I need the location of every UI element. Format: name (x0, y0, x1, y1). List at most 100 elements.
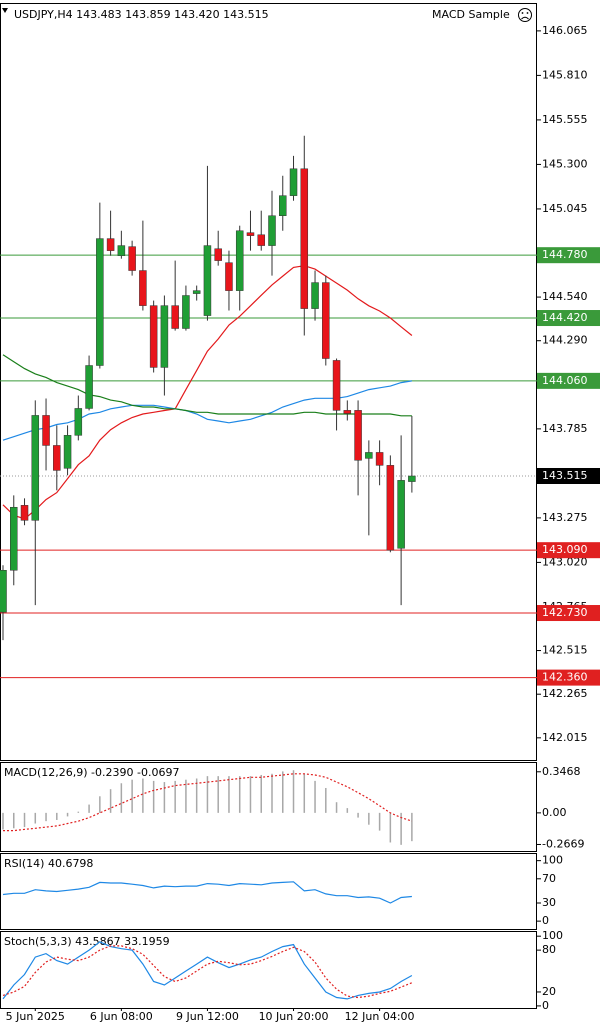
candle-body (31, 415, 40, 521)
candle-body (117, 245, 126, 256)
candle-body (300, 168, 309, 309)
macd-bar (271, 773, 273, 813)
macd-bar (389, 812, 392, 843)
macd-bar (120, 783, 123, 813)
indicator-line (2, 380, 412, 441)
y-tick-label: 0 (542, 914, 549, 927)
macd-bar (131, 779, 133, 813)
macd-bar (13, 812, 15, 829)
y-tick-label: 144.540 (542, 290, 588, 303)
candle-body (63, 435, 72, 469)
candle-body (289, 168, 298, 196)
x-tick-label: 9 Jun 12:00 (176, 1010, 239, 1023)
macd-bar (282, 771, 284, 813)
x-tick-label: 10 Jun 20:00 (259, 1010, 329, 1023)
y-tick-label: 145.300 (542, 157, 588, 170)
y-tick-label: 142.015 (542, 731, 588, 744)
signal-line (3, 773, 413, 832)
indicator-line (2, 354, 412, 417)
face-icon (518, 8, 532, 22)
candle-body (375, 452, 384, 466)
macd-bar (77, 811, 80, 813)
candle-body (332, 360, 341, 411)
level-label: 142.730 (542, 606, 588, 619)
y-tick-label: 143.275 (542, 511, 588, 524)
y-tick-label: 145.555 (542, 113, 588, 126)
macd-bar (34, 812, 37, 824)
y-tick-label: 143.785 (542, 422, 588, 435)
y-tick-label: -0.2669 (542, 837, 584, 850)
y-tick-label: 30 (542, 896, 556, 909)
candle-body (96, 238, 104, 366)
y-tick-label: 142.515 (542, 644, 588, 657)
stoch-panel (0, 931, 537, 1009)
macd-bar (249, 776, 252, 813)
candle-body (408, 475, 416, 482)
expert-name[interactable]: MACD Sample (432, 8, 510, 21)
y-tick-label: 143.020 (542, 555, 588, 568)
expert-face[interactable] (518, 8, 532, 22)
macd-bar (23, 812, 26, 828)
indicator-line (2, 265, 413, 520)
candle-body (354, 410, 362, 461)
macd-bar (195, 778, 198, 813)
macd-bar (411, 812, 413, 842)
y-tick-label: 144.290 (542, 334, 588, 347)
candle-body (171, 305, 179, 329)
indicator-line (2, 881, 412, 904)
candle-body (257, 234, 265, 246)
macd-bar (2, 812, 4, 830)
macd-bar (325, 787, 327, 813)
level-label-box (537, 467, 600, 484)
level-label-box (537, 310, 600, 327)
y-tick-label: 70 (542, 872, 556, 885)
level-label: 143.090 (542, 543, 588, 556)
y-tick-label: 100 (542, 929, 563, 942)
macd-bar (368, 812, 370, 825)
y-tick-label: 146.065 (542, 24, 588, 37)
panel-title: MACD(12,26,9) -0.2390 -0.0697 (4, 766, 179, 779)
level-label: 144.060 (542, 374, 588, 387)
level-label-box (537, 247, 600, 264)
level-label: 143.515 (542, 469, 588, 482)
indicator-line (2, 941, 413, 1000)
macd-bar (206, 776, 209, 813)
macd-bar (292, 770, 295, 813)
macd-bar (99, 796, 101, 813)
macd-bar (185, 779, 187, 813)
panel-title: Stoch(5,3,3) 43.5867 33.1959 (4, 935, 170, 948)
candle-body (85, 365, 93, 409)
candle-body (246, 232, 255, 236)
candle-body (214, 248, 222, 261)
macd-bar (346, 808, 349, 813)
symbol-line: USDJPY,H4 143.483 143.859 143.420 143.51… (14, 8, 269, 21)
candle-body (20, 505, 29, 521)
candle-body (311, 282, 319, 309)
macd-bar (228, 776, 230, 813)
candle-body (343, 410, 352, 414)
macd-bar (378, 812, 381, 831)
macd-bar (357, 812, 359, 818)
macd-bar (88, 804, 90, 813)
face-eye (526, 12, 529, 14)
candle-body (139, 270, 147, 306)
x-tick-label: 6 Jun 08:00 (90, 1010, 153, 1023)
candle-body (203, 245, 212, 316)
level-label-box (537, 669, 600, 686)
y-tick-label: 142.265 (542, 687, 588, 700)
macd-bar (260, 774, 262, 813)
candle-body (182, 295, 190, 329)
y-tick-label: 0 (542, 999, 549, 1012)
rsi-panel (0, 853, 537, 930)
macd-bar (56, 812, 58, 820)
macd-bar (303, 773, 306, 813)
y-tick-label: 20 (542, 985, 556, 998)
level-label: 142.360 (542, 671, 588, 684)
x-tick-label: 12 Jun 04:00 (345, 1010, 415, 1023)
symbol-arrow (2, 8, 8, 13)
candle-body (235, 230, 244, 291)
macd-bar (163, 782, 166, 813)
candle-body (106, 238, 115, 251)
candle-body (128, 246, 136, 271)
